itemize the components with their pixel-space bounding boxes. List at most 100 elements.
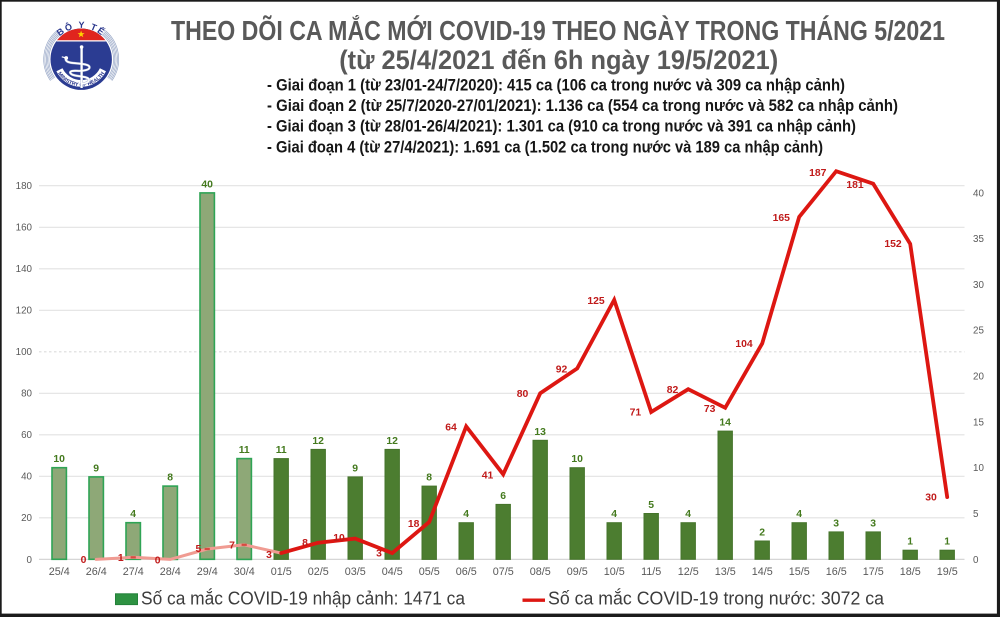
svg-text:104: 104 [735, 339, 753, 350]
svg-text:15/5: 15/5 [789, 566, 810, 578]
svg-text:(từ 25/4/2021 đến 6h ngày 19/5: (từ 25/4/2021 đến 6h ngày 19/5/2021) [339, 45, 778, 75]
svg-text:THEO DÕI CA MẮC MỚI COVID-19 T: THEO DÕI CA MẮC MỚI COVID-19 THEO NGÀY T… [171, 15, 945, 46]
svg-text:80: 80 [517, 389, 529, 400]
svg-text:10: 10 [333, 533, 345, 544]
svg-text:8: 8 [167, 473, 173, 484]
svg-text:180: 180 [16, 181, 33, 192]
svg-text:13: 13 [534, 427, 546, 438]
svg-text:125: 125 [587, 296, 605, 307]
svg-text:40: 40 [973, 188, 984, 199]
svg-text:80: 80 [21, 389, 32, 400]
svg-text:5: 5 [648, 500, 654, 511]
svg-text:10: 10 [53, 454, 65, 465]
svg-text:4: 4 [685, 509, 691, 520]
svg-text:11: 11 [276, 445, 287, 456]
svg-text:4: 4 [796, 509, 802, 520]
svg-text:9: 9 [93, 463, 99, 474]
svg-text:4: 4 [611, 509, 617, 520]
svg-text:- Giai đoạn 2 (từ 25/7/2020-27: - Giai đoạn 2 (từ 25/7/2020-27/01/2021):… [267, 96, 898, 115]
svg-text:28/4: 28/4 [160, 566, 181, 578]
svg-text:40: 40 [21, 472, 32, 483]
svg-text:10: 10 [571, 454, 583, 465]
svg-text:29/4: 29/4 [197, 566, 218, 578]
svg-text:16/5: 16/5 [826, 566, 847, 578]
svg-text:4: 4 [130, 509, 136, 520]
svg-text:20: 20 [973, 372, 984, 383]
svg-text:41: 41 [482, 471, 494, 482]
svg-text:25: 25 [973, 326, 984, 337]
svg-text:71: 71 [630, 408, 642, 419]
svg-text:03/5: 03/5 [345, 566, 366, 578]
svg-text:3: 3 [870, 518, 876, 529]
svg-text:0: 0 [973, 555, 979, 566]
svg-text:73: 73 [704, 404, 716, 415]
svg-text:19/5: 19/5 [937, 566, 958, 578]
svg-text:30/4: 30/4 [234, 566, 255, 578]
svg-text:35: 35 [973, 234, 984, 245]
svg-text:15: 15 [973, 417, 984, 428]
svg-text:27/4: 27/4 [123, 566, 144, 578]
svg-text:25/4: 25/4 [49, 566, 70, 578]
svg-text:0: 0 [27, 555, 33, 566]
svg-text:152: 152 [884, 239, 902, 250]
svg-text:30: 30 [973, 280, 984, 291]
svg-text:6: 6 [500, 491, 506, 502]
svg-text:12: 12 [386, 436, 398, 447]
svg-text:160: 160 [16, 223, 33, 234]
svg-text:100: 100 [16, 347, 33, 358]
svg-text:3: 3 [376, 549, 382, 560]
svg-text:12/5: 12/5 [678, 566, 699, 578]
svg-text:20: 20 [21, 513, 32, 524]
svg-text:07/5: 07/5 [493, 566, 514, 578]
svg-text:1: 1 [907, 537, 913, 548]
svg-text:18/5: 18/5 [900, 566, 921, 578]
svg-text:40: 40 [201, 179, 213, 190]
svg-text:140: 140 [16, 264, 33, 275]
svg-text:0: 0 [155, 555, 161, 566]
svg-text:11: 11 [239, 445, 250, 456]
svg-text:08/5: 08/5 [530, 566, 551, 578]
svg-text:120: 120 [16, 306, 33, 317]
svg-text:30: 30 [925, 493, 937, 504]
svg-text:3: 3 [833, 518, 839, 529]
svg-text:- Giai đoạn 4 (từ 27/4/2021):: - Giai đoạn 4 (từ 27/4/2021): 1.691 ca (… [267, 137, 823, 156]
svg-text:26/4: 26/4 [86, 566, 107, 578]
svg-text:4: 4 [463, 509, 469, 520]
svg-text:5: 5 [196, 544, 202, 555]
svg-text:165: 165 [773, 213, 791, 224]
svg-text:8: 8 [302, 538, 308, 549]
svg-text:1: 1 [944, 537, 950, 548]
svg-text:7: 7 [229, 541, 235, 552]
svg-text:10: 10 [973, 463, 984, 474]
svg-text:14/5: 14/5 [752, 566, 773, 578]
svg-text:11/5: 11/5 [641, 566, 661, 578]
svg-text:82: 82 [667, 385, 679, 396]
svg-text:60: 60 [21, 430, 32, 441]
svg-text:64: 64 [445, 423, 457, 434]
svg-text:181: 181 [846, 180, 864, 191]
svg-text:8: 8 [426, 473, 432, 484]
svg-text:9: 9 [352, 463, 358, 474]
svg-text:- Giai đoạn 3 (từ 28/01-26/4/2: - Giai đoạn 3 (từ 28/01-26/4/2021): 1.30… [267, 117, 856, 136]
svg-text:3: 3 [266, 550, 272, 561]
svg-text:1: 1 [118, 553, 124, 564]
svg-text:18: 18 [408, 519, 420, 530]
svg-text:0: 0 [81, 555, 87, 566]
svg-text:5: 5 [973, 509, 979, 520]
svg-text:02/5: 02/5 [308, 566, 329, 578]
svg-text:13/5: 13/5 [715, 566, 736, 578]
svg-text:17/5: 17/5 [863, 566, 884, 578]
svg-text:10/5: 10/5 [604, 566, 625, 578]
svg-text:05/5: 05/5 [419, 566, 440, 578]
svg-text:- Giai đoạn 1 (từ 23/01-24/7/2: - Giai đoạn 1 (từ 23/01-24/7/2020): 415 … [267, 75, 845, 94]
svg-text:Số ca mắc COVID-19 nhập cảnh:: Số ca mắc COVID-19 nhập cảnh: 1471 ca [141, 588, 466, 609]
svg-text:06/5: 06/5 [456, 566, 477, 578]
svg-text:01/5: 01/5 [271, 566, 292, 578]
svg-text:187: 187 [809, 168, 827, 179]
svg-text:12: 12 [312, 436, 324, 447]
svg-text:09/5: 09/5 [567, 566, 588, 578]
svg-text:92: 92 [556, 365, 568, 376]
svg-text:Số ca mắc COVID-19 trong nước:: Số ca mắc COVID-19 trong nước: 3072 ca [548, 588, 885, 609]
svg-text:04/5: 04/5 [382, 566, 403, 578]
svg-text:2: 2 [759, 528, 765, 539]
